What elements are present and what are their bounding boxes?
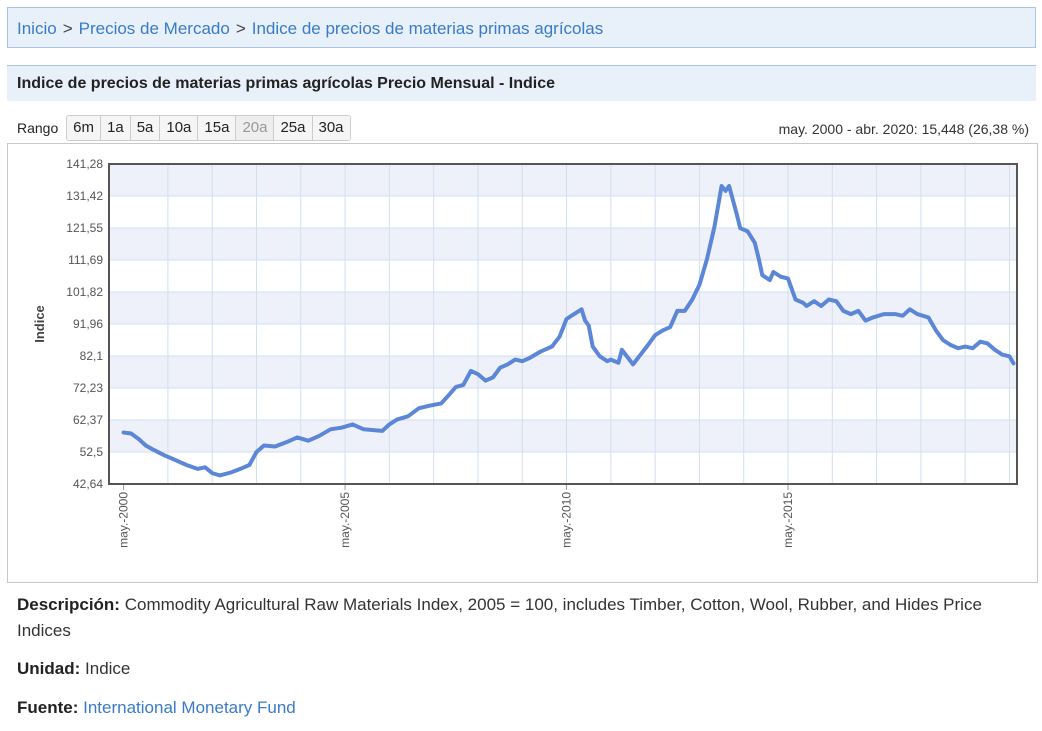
plot-border (108, 163, 1018, 485)
breadcrumb-home-link[interactable]: Inicio (17, 19, 57, 38)
breadcrumb-separator: > (62, 19, 73, 38)
range-selector: Rango 6m 1a 5a 10a 15a 20a 25a 30a (17, 115, 351, 141)
range-button-6m[interactable]: 6m (67, 116, 101, 140)
y-tick-label: 62,37 (73, 413, 103, 427)
plot-band (109, 292, 1017, 324)
y-axis-title: Indice (32, 305, 47, 343)
y-tick-label: 141,28 (66, 157, 103, 171)
range-button-group: 6m 1a 5a 10a 15a 20a 25a 30a (66, 115, 351, 141)
range-button-25a[interactable]: 25a (274, 116, 313, 140)
y-tick-label: 42,64 (73, 477, 103, 491)
unit-label: Unidad: (17, 659, 81, 678)
range-button-10a[interactable]: 10a (160, 116, 199, 140)
series-line (121, 184, 1016, 478)
plot-band (109, 356, 1017, 388)
y-tick-label: 121,55 (66, 221, 103, 235)
breadcrumb-current-link[interactable]: Indice de precios de materias primas agr… (251, 19, 604, 38)
plot-band (109, 228, 1017, 260)
panel-title: Indice de precios de materias primas agr… (7, 65, 1036, 101)
plot-band (109, 420, 1017, 452)
x-tick-label: may.-2005 (338, 492, 352, 548)
range-label: Rango (17, 120, 59, 136)
unit-text: Indice (85, 659, 131, 678)
x-tick-label: may.-2000 (117, 492, 131, 548)
x-tick-label: may.-2015 (781, 492, 795, 548)
plot-band (109, 164, 1017, 196)
y-tick-label: 82,1 (80, 349, 104, 363)
y-tick-label: 52,5 (80, 445, 104, 459)
range-button-1a[interactable]: 1a (101, 116, 131, 140)
y-tick-label: 91,96 (73, 317, 103, 331)
y-tick-label: 101,82 (66, 285, 103, 299)
source-link[interactable]: International Monetary Fund (83, 698, 296, 717)
range-button-20a: 20a (236, 116, 275, 140)
range-button-5a[interactable]: 5a (130, 116, 161, 140)
unit-info: Unidad: Indice (17, 656, 130, 682)
y-tick-label: 72,23 (73, 381, 103, 395)
description-text: Commodity Agricultural Raw Materials Ind… (17, 595, 982, 640)
description-label: Descripción: (17, 595, 120, 614)
range-summary: may. 2000 - abr. 2020: 15,448 (26,38 %) (778, 121, 1029, 137)
breadcrumb-separator: > (235, 19, 246, 38)
chart-container: 141,28 131,42 121,55 111,69 101,82 91,96 82,1 7… (7, 143, 1038, 583)
range-button-15a[interactable]: 15a (198, 116, 237, 140)
breadcrumb: Inicio > Precios de Mercado > Indice de prec… (7, 7, 1036, 48)
range-button-30a[interactable]: 30a (312, 116, 350, 140)
breadcrumb-markets-link[interactable]: Precios de Mercado (78, 19, 230, 38)
price-line-chart: 141,28 131,42 121,55 111,69 101,82 91,96 82,1 7… (32, 157, 1018, 548)
source-info: Fuente: International Monetary Fund (17, 695, 296, 721)
y-tick-label: 131,42 (66, 189, 103, 203)
y-tick-label: 111,69 (68, 253, 103, 267)
description: Descripción: Commodity Agricultural Raw … (17, 592, 1027, 644)
source-label: Fuente: (17, 698, 79, 717)
x-tick-label: may.-2010 (560, 492, 574, 548)
